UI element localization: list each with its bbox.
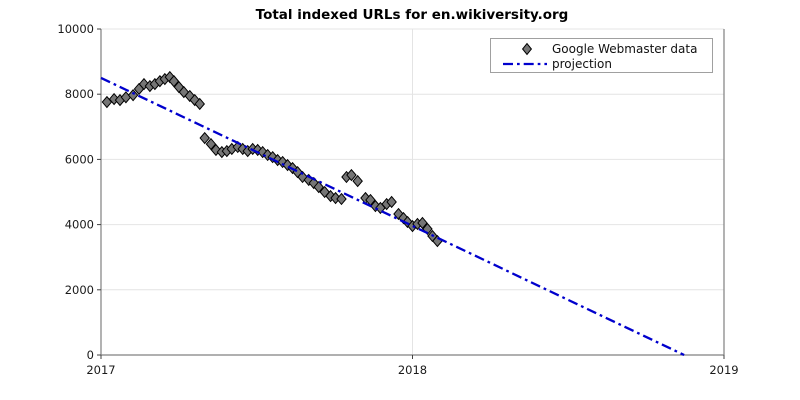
y-axis-tick-label: 2000 <box>65 283 94 297</box>
y-axis-tick-label: 10000 <box>57 22 94 36</box>
data-point-marker <box>267 150 278 164</box>
data-point-marker <box>205 137 217 151</box>
axis-ticks <box>97 28 725 359</box>
projection-trend-line <box>100 76 685 357</box>
legend: Google Webmaster data projection <box>490 38 713 73</box>
legend-label-projection: projection <box>552 57 612 71</box>
data-point-marker <box>417 216 428 230</box>
chart-title: Total indexed URLs for en.wikiversity.or… <box>256 7 569 23</box>
data-point-marker <box>313 180 324 194</box>
data-point-marker <box>297 170 308 184</box>
x-axis-tick-label: 2018 <box>398 363 427 377</box>
gridlines <box>100 28 725 356</box>
data-point-marker <box>184 89 196 103</box>
projection-series <box>100 76 685 357</box>
data-point-marker <box>210 143 222 157</box>
data-point-marker <box>168 74 180 88</box>
legend-diamond-marker-icon <box>521 42 533 56</box>
x-axis-tick-label: 2019 <box>709 363 738 377</box>
y-axis-tick-label: 4000 <box>65 218 94 232</box>
data-point-marker <box>282 158 293 172</box>
scatter-series <box>101 70 443 248</box>
y-axis-tick-label: 0 <box>87 348 94 362</box>
axis-tick-labels: 0 2000 4000 6000 8000 10000 2017 2018 2019 <box>57 22 738 377</box>
data-point-marker <box>352 174 363 188</box>
data-point-marker <box>346 168 357 182</box>
data-point-marker <box>127 89 139 102</box>
data-point-marker <box>336 192 347 206</box>
data-point-marker <box>386 195 397 209</box>
legend-label-webmaster-data: Google Webmaster data <box>552 42 697 56</box>
x-axis-tick-label: 2017 <box>86 363 115 377</box>
data-point-marker <box>402 215 413 229</box>
data-point-marker <box>194 97 206 111</box>
y-axis-tick-label: 6000 <box>65 152 94 166</box>
data-point-marker <box>199 131 210 145</box>
y-axis-tick-label: 8000 <box>65 87 94 101</box>
